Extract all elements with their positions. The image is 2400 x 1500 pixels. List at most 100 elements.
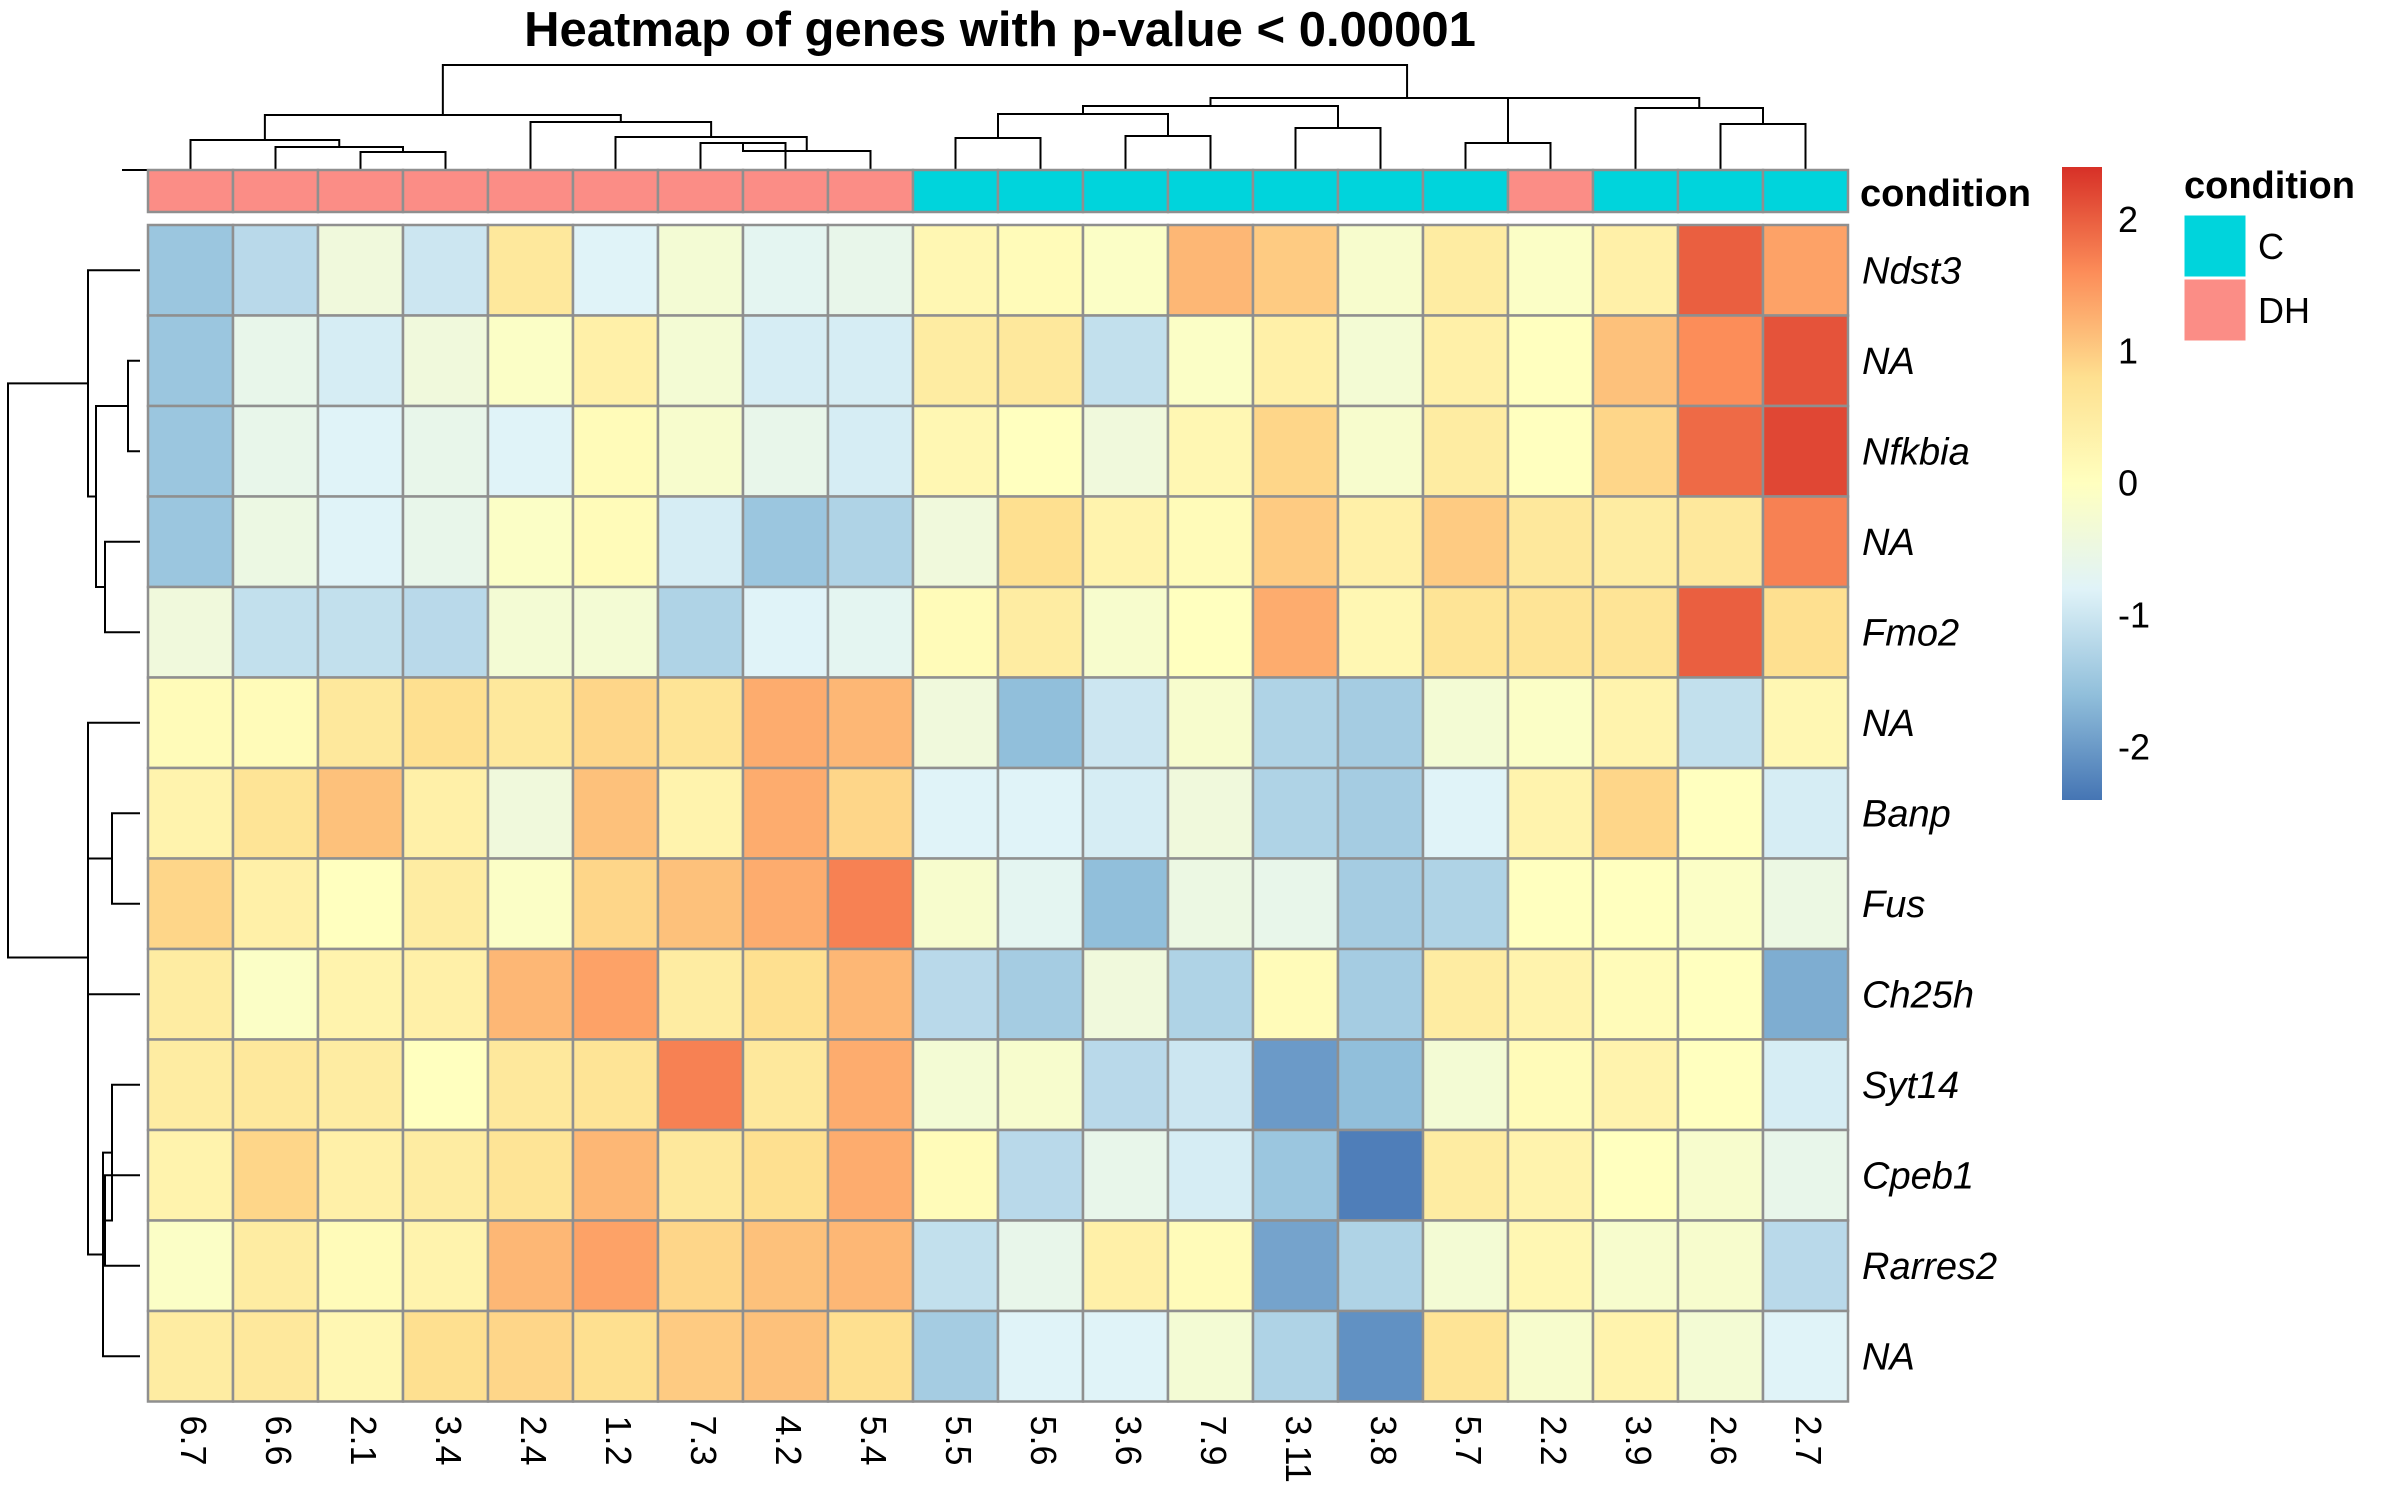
heatmap-cell [231,404,320,498]
legend-label: C [2258,226,2284,267]
heatmap-cell [996,947,1085,1041]
column-label: 2.6 [1703,1416,1744,1466]
heatmap-cell [656,947,745,1041]
column-label: 6.7 [173,1416,214,1466]
heatmap-cell [656,314,745,408]
heatmap-cell [316,495,405,589]
dendrogram-link [274,146,404,170]
legend-swatch [2183,278,2247,342]
dendrogram-link [997,113,1169,138]
heatmap-cell [911,857,1000,951]
heatmap-cell [1336,495,1425,589]
annotation-cell [316,168,405,214]
heatmap-cell [1336,947,1425,1041]
heatmap-cell [1591,1309,1680,1403]
heatmap-cell [1761,223,1850,317]
heatmap-cell [146,585,235,679]
row-labels: Ndst3 NA Nfkbia NA Fmo2 NA Banp Fus Ch25h Syt14 Cp… [1862,250,1997,1378]
heatmap-cell [911,495,1000,589]
heatmap-cell [911,676,1000,770]
heatmap-cell [571,585,660,679]
heatmap-cell [656,1219,745,1313]
heatmap-cell [1251,1128,1340,1222]
dendrogram-link [1719,123,1807,170]
heatmap-cell [231,223,320,317]
row-label: NA [1862,1336,1915,1378]
heatmap-cell [826,857,915,951]
column-label: 3.8 [1363,1416,1404,1466]
heatmap-cell [741,857,830,951]
heatmap-cell [656,676,745,770]
heatmap-cell [1506,1128,1595,1222]
heatmap-cell [826,404,915,498]
column-label: 5.4 [853,1416,894,1466]
dendrogram-link [95,405,128,588]
heatmap-cell [741,1038,830,1132]
heatmap-cell [1081,857,1170,951]
heatmap-cell [996,404,1085,498]
heatmap-cell [1761,585,1850,679]
heatmap-cell [1506,766,1595,860]
heatmap-cell [571,223,660,317]
dendrogram-link [111,812,140,905]
heatmap-cell [1761,1038,1850,1132]
heatmap-cell [1166,1128,1255,1222]
row-label: NA [1862,522,1915,564]
heatmap-cell [1336,1219,1425,1313]
heatmap-cell [911,585,1000,679]
heatmap-cell [486,495,575,589]
heatmap-cell [996,585,1085,679]
dendrogram-link [529,121,713,170]
annotation-cell [1166,168,1255,214]
heatmap-cell [1251,766,1340,860]
heatmap-cell [996,1309,1085,1403]
heatmap-cell [1336,1128,1425,1222]
heatmap-cell [996,1219,1085,1313]
row-label: Banp [1862,793,1951,835]
heatmap-cell [231,947,320,1041]
heatmap-cell [1336,404,1425,498]
heatmap-cell [316,1038,405,1132]
heatmap-cell [1081,766,1170,860]
heatmap-cell [1081,223,1170,317]
heatmap-cell [1761,766,1850,860]
annotation-label: condition [1860,173,2031,215]
heatmap-cell [911,1128,1000,1222]
heatmap-cell [486,1309,575,1403]
heatmap-cell [1676,1219,1765,1313]
heatmap-cell [1166,585,1255,679]
heatmap-cell [401,223,490,317]
heatmap-cell [1336,314,1425,408]
heatmap-cell [1081,585,1170,679]
row-label: Fmo2 [1862,612,1959,654]
heatmap-cell [1591,404,1680,498]
heatmap-cell [826,1309,915,1403]
annotation-cell [911,168,1000,214]
heatmap-cell [1506,585,1595,679]
heatmap-cell [1166,1038,1255,1132]
heatmap-cell [571,766,660,860]
heatmap-cell [1421,857,1510,951]
column-label: 4.2 [768,1416,809,1466]
heatmap-cell [1676,947,1765,1041]
heatmap-cell [656,585,745,679]
heatmap-cell [1506,1038,1595,1132]
heatmap-cell [741,1309,830,1403]
heatmap-cell [1336,857,1425,951]
annotation-cell [741,168,830,214]
annotation-cell [996,168,1085,214]
heatmap-cell [486,1219,575,1313]
heatmap-cell [1591,223,1680,317]
heatmap-cell [1761,1309,1850,1403]
heatmap-cell [231,857,320,951]
heatmap-cell [1676,495,1765,589]
heatmap-cell [146,947,235,1041]
annotation-cell [1761,168,1850,214]
color-scale-tick-label: -2 [2118,726,2150,767]
column-dendrogram [122,64,1807,171]
heatmap-cell [316,1128,405,1222]
heatmap-cell [231,1038,320,1132]
heatmap-cell [571,947,660,1041]
row-label: Ch25h [1862,974,1974,1016]
